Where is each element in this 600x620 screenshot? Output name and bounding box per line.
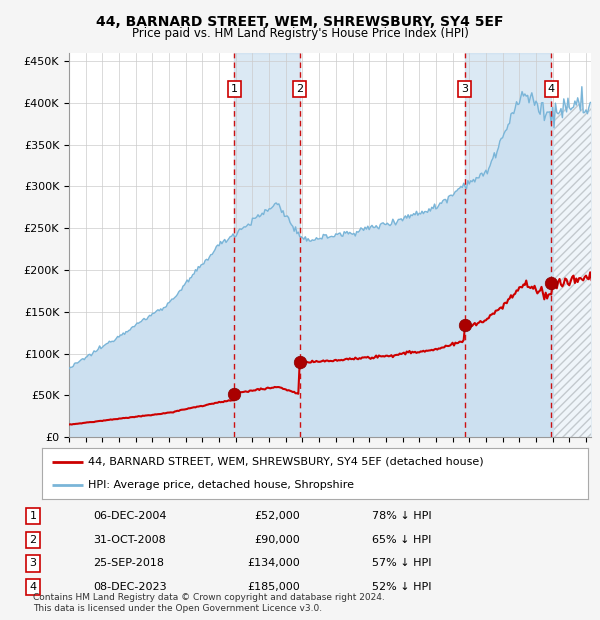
Text: 1: 1 bbox=[29, 512, 37, 521]
Text: Price paid vs. HM Land Registry's House Price Index (HPI): Price paid vs. HM Land Registry's House … bbox=[131, 27, 469, 40]
Text: 4: 4 bbox=[29, 582, 37, 592]
Text: 3: 3 bbox=[29, 559, 37, 569]
Text: Contains HM Land Registry data © Crown copyright and database right 2024.
This d: Contains HM Land Registry data © Crown c… bbox=[33, 593, 385, 613]
Bar bbox=[235, 53, 299, 437]
Text: 2: 2 bbox=[29, 535, 37, 545]
Text: 25-SEP-2018: 25-SEP-2018 bbox=[93, 559, 164, 569]
Text: 08-DEC-2023: 08-DEC-2023 bbox=[93, 582, 167, 592]
Text: £185,000: £185,000 bbox=[247, 582, 300, 592]
Text: 44, BARNARD STREET, WEM, SHREWSBURY, SY4 5EF: 44, BARNARD STREET, WEM, SHREWSBURY, SY4… bbox=[96, 16, 504, 30]
Text: 52% ↓ HPI: 52% ↓ HPI bbox=[372, 582, 431, 592]
Text: 31-OCT-2008: 31-OCT-2008 bbox=[93, 535, 166, 545]
Text: 44, BARNARD STREET, WEM, SHREWSBURY, SY4 5EF (detached house): 44, BARNARD STREET, WEM, SHREWSBURY, SY4… bbox=[88, 457, 484, 467]
Text: £134,000: £134,000 bbox=[247, 559, 300, 569]
Text: 06-DEC-2004: 06-DEC-2004 bbox=[93, 512, 167, 521]
Text: 3: 3 bbox=[461, 84, 468, 94]
Text: 1: 1 bbox=[231, 84, 238, 94]
Text: 4: 4 bbox=[548, 84, 555, 94]
Text: 78% ↓ HPI: 78% ↓ HPI bbox=[372, 512, 431, 521]
Text: 2: 2 bbox=[296, 84, 303, 94]
Text: 57% ↓ HPI: 57% ↓ HPI bbox=[372, 559, 431, 569]
Bar bbox=[465, 53, 551, 437]
Text: HPI: Average price, detached house, Shropshire: HPI: Average price, detached house, Shro… bbox=[88, 480, 355, 490]
Text: £90,000: £90,000 bbox=[254, 535, 300, 545]
Text: 65% ↓ HPI: 65% ↓ HPI bbox=[372, 535, 431, 545]
Text: £52,000: £52,000 bbox=[254, 512, 300, 521]
